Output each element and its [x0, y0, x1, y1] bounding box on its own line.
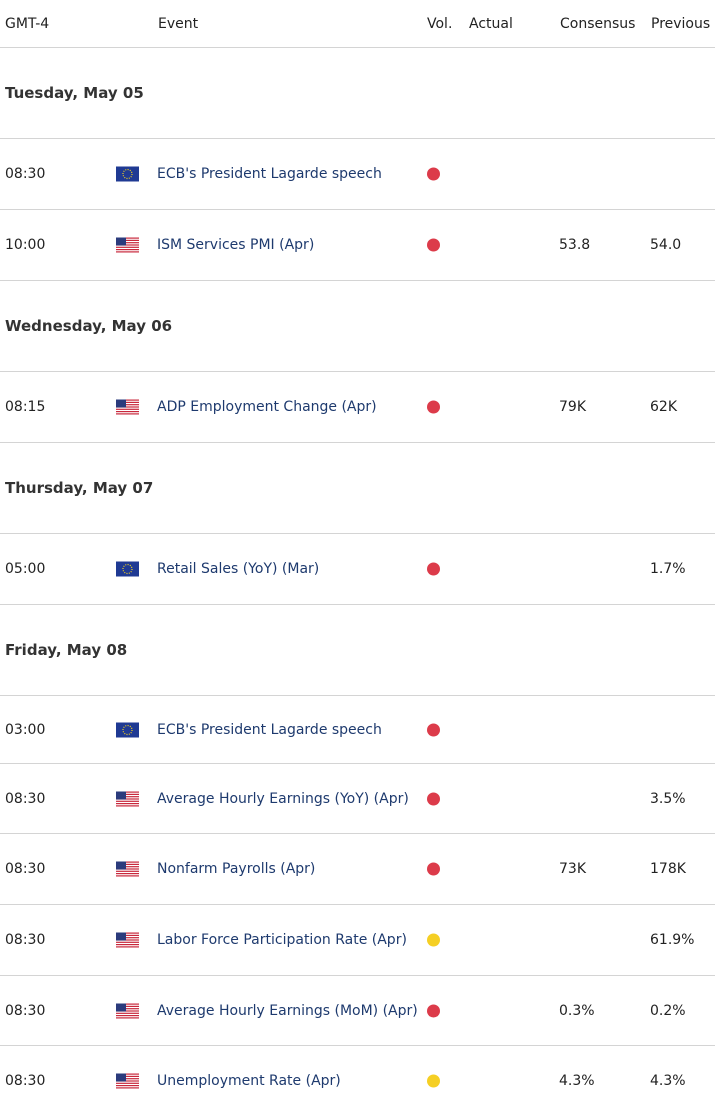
day-row: Thursday, May 07 — [0, 443, 715, 534]
event: ADP Employment Change (Apr) — [157, 399, 377, 415]
event: ECB's President Lagarde speech — [157, 721, 382, 738]
event: Nonfarm Payrolls (Apr) — [157, 861, 316, 877]
header-cell: Vol. — [427, 15, 453, 32]
event-row: 08:30 Nonfarm Payrolls (Apr) 73K 178K — [0, 834, 715, 905]
time: 08:15 — [5, 399, 46, 415]
previous: 61.9% — [650, 932, 695, 948]
header-cell: Previous — [651, 15, 711, 32]
volatility — [427, 400, 440, 414]
header-cell: Actual — [469, 15, 513, 32]
consensus: 4.3% — [559, 1073, 595, 1089]
time: 10:00 — [5, 237, 46, 253]
volatility — [427, 792, 440, 805]
volatility — [427, 167, 440, 181]
previous: 178K — [650, 861, 686, 877]
day-label: Friday, May 08 — [5, 641, 128, 659]
consensus: 0.3% — [559, 1002, 595, 1019]
day-row: Friday, May 08 — [0, 605, 715, 696]
previous: 54.0 — [650, 237, 682, 253]
previous: 3.5% — [650, 790, 686, 807]
flag — [116, 791, 139, 806]
volatility — [427, 562, 440, 576]
event: ISM Services PMI (Apr) — [157, 237, 315, 253]
flag — [116, 933, 139, 948]
day-label: Tuesday, May 05 — [5, 84, 144, 102]
event-row: 08:30 Unemployment Rate (Apr) 4.3% 4.3% — [0, 1046, 715, 1100]
header-cell: GMT-4 — [5, 15, 50, 32]
time: 03:00 — [5, 721, 46, 738]
volatility — [427, 1074, 440, 1088]
volatility — [427, 862, 440, 876]
event: ECB's President Lagarde speech — [157, 166, 382, 182]
time: 08:30 — [5, 1073, 46, 1089]
header-row: GMT-4 Event Vol. Actual Consensus Previo… — [0, 0, 715, 48]
event: Retail Sales (YoY) (Mar) — [157, 561, 320, 577]
time: 08:30 — [5, 861, 46, 877]
previous: 4.3% — [650, 1073, 686, 1089]
day-label: Thursday, May 07 — [5, 479, 154, 497]
flag — [116, 238, 139, 253]
event-row: 08:30 ECB's President Lagarde speech — [0, 139, 715, 210]
volatility — [427, 723, 440, 736]
time: 05:00 — [5, 561, 46, 577]
previous: 0.2% — [650, 1002, 686, 1019]
event-row: 08:30 Labor Force Participation Rate (Ap… — [0, 905, 715, 976]
previous: 62K — [650, 399, 677, 415]
flag — [116, 562, 139, 577]
event-row: 08:30 Average Hourly Earnings (YoY) (Apr… — [0, 764, 715, 834]
flag — [116, 167, 139, 182]
time: 08:30 — [5, 790, 46, 807]
event: Average Hourly Earnings (MoM) (Apr) — [157, 1002, 418, 1019]
time: 08:30 — [5, 166, 46, 182]
flag — [116, 1003, 139, 1018]
header-cell: Event — [158, 15, 199, 32]
volatility — [427, 933, 440, 947]
event-row: 10:00 ISM Services PMI (Apr) 53.8 54.0 — [0, 210, 715, 281]
consensus: 79K — [559, 399, 586, 415]
event-row: 08:30 Average Hourly Earnings (MoM) (Apr… — [0, 976, 715, 1046]
event: Unemployment Rate (Apr) — [157, 1073, 341, 1089]
volatility — [427, 1004, 440, 1017]
flag — [116, 400, 139, 415]
consensus: 73K — [559, 861, 586, 877]
time: 08:30 — [5, 932, 46, 948]
day-row: Wednesday, May 06 — [0, 281, 715, 372]
previous: 1.7% — [650, 561, 686, 577]
day-row: Tuesday, May 05 — [0, 48, 715, 139]
time: 08:30 — [5, 1002, 46, 1019]
day-label: Wednesday, May 06 — [5, 317, 173, 335]
flag — [116, 722, 139, 737]
consensus: 53.8 — [559, 237, 591, 253]
event-row: 05:00 Retail Sales (YoY) (Mar) 1.7% — [0, 534, 715, 605]
event-row: 03:00 ECB's President Lagarde speech — [0, 696, 715, 764]
flag — [116, 862, 139, 877]
volatility — [427, 238, 440, 252]
flag — [116, 1074, 139, 1089]
event: Labor Force Participation Rate (Apr) — [157, 932, 407, 948]
header-cell: Consensus — [560, 15, 636, 32]
event-row: 08:15 ADP Employment Change (Apr) 79K 62… — [0, 372, 715, 443]
event: Average Hourly Earnings (YoY) (Apr) — [157, 790, 409, 807]
